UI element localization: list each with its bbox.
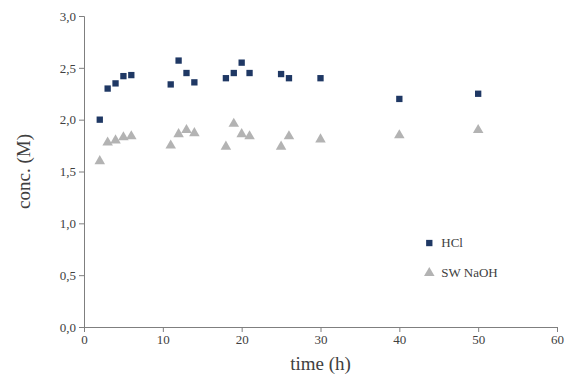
- tick-label: 3,0: [60, 9, 76, 24]
- y-axis: 0,0 0,5 1,0 1,5 2,0 2,5 3,0: [60, 9, 85, 335]
- legend-entry: SW NaOH: [424, 265, 498, 280]
- legend: HCl SW NaOH: [424, 235, 498, 280]
- point: [239, 59, 245, 65]
- point: [221, 141, 232, 150]
- points: [95, 57, 484, 164]
- tick-mark: [79, 68, 84, 69]
- tick: 2,0: [60, 112, 84, 127]
- point: [181, 124, 192, 133]
- legend-symbol: [426, 240, 432, 246]
- point: [104, 85, 110, 91]
- tick: 2,5: [60, 60, 84, 75]
- point: [168, 81, 174, 87]
- tick: 10: [157, 327, 170, 347]
- point: [276, 141, 287, 150]
- tick: 0: [81, 327, 88, 347]
- legend-label: SW NaOH: [441, 265, 497, 280]
- point: [244, 130, 255, 139]
- tick: 3,0: [60, 9, 84, 24]
- tick-label: 60: [551, 332, 564, 347]
- tick: 0,0: [60, 320, 84, 335]
- tick: 1,0: [60, 216, 84, 231]
- series: [95, 118, 484, 164]
- point: [175, 57, 181, 63]
- tick: 60: [551, 327, 564, 347]
- tick-mark: [79, 172, 84, 173]
- point: [236, 128, 247, 137]
- point: [231, 70, 237, 76]
- tick-mark: [79, 327, 84, 328]
- point: [284, 130, 295, 139]
- point: [286, 75, 292, 81]
- tick-label: 0: [81, 332, 88, 347]
- tick-label: 1,0: [60, 216, 76, 231]
- point: [229, 118, 240, 127]
- point: [394, 129, 405, 138]
- point: [128, 72, 134, 78]
- tick-mark: [79, 16, 84, 17]
- tick-mark: [79, 223, 84, 224]
- tick: 0,5: [60, 268, 84, 283]
- tick: 40: [393, 327, 406, 347]
- point: [126, 130, 137, 139]
- tick-label: 20: [236, 332, 249, 347]
- y-axis-title: conc. (M): [13, 134, 35, 209]
- axis-line: [79, 17, 85, 328]
- point: [97, 117, 103, 123]
- legend-symbol: [424, 267, 435, 276]
- point: [223, 75, 229, 81]
- tick-mark: [79, 120, 84, 121]
- tick: 50: [472, 327, 485, 347]
- tick-mark: [79, 275, 84, 276]
- point: [102, 136, 113, 145]
- point: [183, 70, 189, 76]
- point: [315, 133, 326, 142]
- x-axis-title: time (h): [290, 353, 351, 375]
- tick-label: 40: [393, 332, 406, 347]
- point: [278, 71, 284, 77]
- tick: 20: [236, 327, 249, 347]
- point: [246, 70, 252, 76]
- point: [112, 80, 118, 86]
- chart: 0 10 20 30 40 50 60 0,0 0,5 1,0 1,5 2,0 2,5 3,0 time (…: [0, 0, 577, 382]
- point: [95, 155, 106, 164]
- point: [317, 75, 323, 81]
- tick-label: 0,5: [60, 268, 76, 283]
- tick-label: 2,5: [60, 60, 76, 75]
- tick-label: 10: [157, 332, 170, 347]
- tick: 1,5: [60, 164, 84, 179]
- point: [396, 96, 402, 102]
- tick-label: 1,5: [60, 164, 76, 179]
- legend-entry: HCl: [426, 235, 463, 250]
- point: [165, 140, 176, 149]
- series: [97, 57, 482, 122]
- tick-label: 30: [315, 332, 328, 347]
- legend-label: HCl: [441, 235, 463, 250]
- tick: 30: [315, 327, 328, 347]
- x-axis: 0 10 20 30 40 50 60: [81, 327, 564, 347]
- point: [120, 73, 126, 79]
- point: [189, 127, 200, 136]
- tick-label: 0,0: [60, 320, 76, 335]
- plot: 0 10 20 30 40 50 60 0,0 0,5 1,0 1,5 2,0 2,5 3,0: [60, 9, 564, 348]
- point: [475, 91, 481, 97]
- tick-label: 2,0: [60, 112, 76, 127]
- point: [473, 124, 484, 133]
- tick-label: 50: [472, 332, 485, 347]
- point: [191, 79, 197, 85]
